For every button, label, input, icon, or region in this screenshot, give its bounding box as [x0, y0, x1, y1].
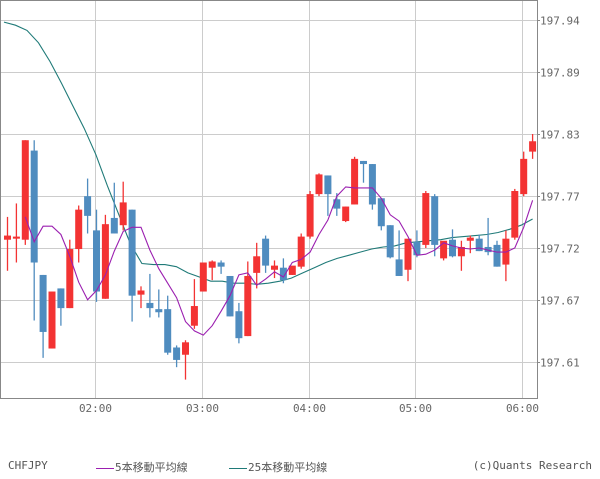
candle — [182, 340, 189, 380]
candle — [208, 260, 216, 281]
candle — [30, 140, 38, 321]
legend-ma5: 5本移動平均線 — [96, 459, 188, 474]
candle — [457, 240, 465, 271]
candle — [520, 151, 528, 197]
x-tick-label: 04:00 — [293, 402, 326, 415]
ma25-swatch-icon — [229, 467, 247, 469]
y-tick-label: 197.67 — [540, 295, 580, 308]
grid-lines — [0, 0, 537, 398]
candle — [128, 209, 136, 322]
axes: 197.94 197.89 197.83 197.77 197.72 197.67 197.… — [0, 0, 580, 415]
ma5-line — [24, 186, 534, 336]
candle — [271, 260, 278, 279]
candle — [342, 206, 350, 223]
candle — [306, 191, 314, 239]
candle — [173, 345, 181, 368]
y-tick-label: 197.61 — [540, 357, 580, 370]
candle — [262, 235, 270, 273]
candle — [66, 239, 74, 309]
candle — [502, 230, 510, 282]
y-tick-label: 197.94 — [540, 15, 580, 28]
candle — [351, 156, 359, 205]
y-tick-label: 197.77 — [540, 191, 580, 204]
candle — [440, 240, 448, 261]
candle — [297, 233, 305, 269]
candle — [4, 216, 11, 271]
candle — [422, 191, 430, 248]
candle — [190, 279, 198, 329]
legend-ma25: 25本移動平均線 — [229, 459, 328, 474]
x-tick-label: 05:00 — [399, 402, 432, 415]
candle — [57, 288, 65, 326]
candle — [21, 140, 29, 245]
candle — [360, 160, 367, 183]
candle — [377, 198, 385, 231]
candle — [119, 181, 127, 231]
candle — [199, 262, 207, 292]
candle — [39, 274, 47, 358]
copyright-label: (c)Quants Research — [473, 459, 592, 473]
candle — [529, 134, 537, 159]
candle — [386, 225, 394, 259]
candle — [431, 194, 439, 257]
candle — [493, 240, 501, 267]
candle — [315, 173, 323, 197]
candle — [511, 188, 519, 240]
candle — [235, 302, 243, 344]
candle — [395, 230, 403, 276]
candle — [12, 203, 20, 263]
y-tick-label: 197.89 — [540, 67, 580, 80]
x-tick-label: 02:00 — [79, 402, 112, 415]
candle — [217, 260, 225, 274]
candle — [93, 209, 100, 302]
candle — [279, 258, 287, 284]
ma25-line — [3, 21, 533, 285]
candle — [110, 182, 118, 234]
candle — [146, 273, 154, 318]
y-tick-label: 197.72 — [540, 243, 580, 256]
candle — [137, 286, 145, 309]
candle — [288, 265, 296, 275]
ma5-label: 5本移動平均線 — [115, 461, 188, 474]
candle — [84, 178, 92, 234]
candles — [4, 134, 537, 380]
ma25-label: 25本移動平均線 — [248, 461, 328, 474]
candle — [244, 261, 252, 337]
candle — [404, 238, 412, 282]
candle — [413, 230, 421, 258]
candle — [449, 229, 456, 258]
candle — [253, 242, 261, 289]
candle — [164, 295, 172, 355]
candle — [48, 291, 56, 349]
candle — [324, 175, 332, 216]
candle — [101, 214, 109, 299]
candle — [466, 235, 474, 254]
symbol-text: CHFJPY — [8, 459, 48, 472]
ma5-swatch-icon — [96, 467, 114, 469]
candle — [368, 164, 376, 210]
x-tick-label: 03:00 — [186, 402, 219, 415]
copyright-text: (c)Quants Research — [472, 459, 592, 472]
candle — [75, 205, 83, 263]
x-tick-label: 06:00 — [506, 402, 539, 415]
symbol-label: CHFJPY — [8, 459, 48, 473]
y-tick-label: 197.83 — [540, 129, 580, 142]
candle — [155, 289, 163, 318]
